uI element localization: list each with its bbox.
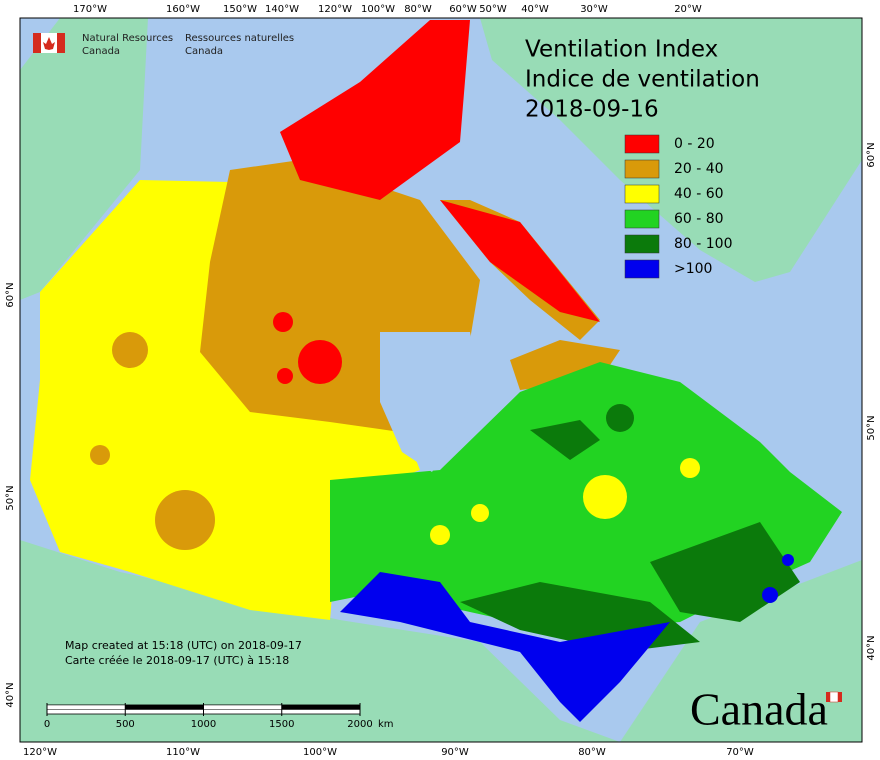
longitude-label: 90°W — [441, 747, 469, 758]
scale-bar-segment — [46, 704, 126, 710]
longitude-label: 160°W — [166, 4, 200, 15]
zone-over-100 — [340, 572, 670, 722]
longitude-label: 120°W — [23, 747, 57, 758]
scale-unit: km — [378, 719, 394, 730]
longitude-label: 140°W — [265, 4, 299, 15]
map-frame — [19, 17, 863, 743]
scale-label: 1500 — [269, 719, 294, 730]
date: 2018-09-16 — [525, 97, 659, 123]
wordmark: Canada — [690, 684, 842, 735]
zone-blob — [606, 404, 634, 432]
legend-label: >100 — [674, 261, 712, 277]
scale-label: 1000 — [191, 719, 216, 730]
latitude-label: 50°N — [5, 485, 16, 510]
title: Ventilation Index — [525, 37, 718, 63]
longitude-label: 150°W — [223, 4, 257, 15]
zone-0-20 — [440, 200, 600, 322]
longitude-label: 80°W — [578, 747, 606, 758]
longitude-label: 70°W — [726, 747, 754, 758]
zone-blob — [762, 587, 778, 603]
zone-blob — [298, 340, 342, 384]
legend-label: 20 - 40 — [674, 161, 724, 177]
legend-swatch — [624, 259, 660, 279]
legend-swatch — [624, 234, 660, 254]
legend-label: 60 - 80 — [674, 211, 724, 227]
longitude-label: 110°W — [166, 747, 200, 758]
zone-blob — [112, 332, 148, 368]
scale-label: 500 — [116, 719, 135, 730]
longitude-label: 60°W — [449, 4, 477, 15]
zone-blob — [90, 445, 110, 465]
title: Indice de ventilation — [525, 67, 760, 93]
zone-blob — [273, 312, 293, 332]
agency-fr: Canada — [185, 46, 223, 57]
zone-0-20 — [280, 20, 470, 200]
zone-80-100 — [530, 420, 600, 460]
agency-en: Natural Resources — [82, 33, 173, 44]
longitude-label: 50°W — [479, 4, 507, 15]
scale-bar-segment — [203, 704, 282, 710]
longitude-label: 40°W — [521, 4, 549, 15]
legend-label: 80 - 100 — [674, 236, 733, 252]
longitude-label: 80°W — [404, 4, 432, 15]
hudson-bay — [380, 332, 480, 472]
longitude-label: 120°W — [318, 4, 352, 15]
agency-en: Canada — [82, 46, 120, 57]
legend-swatch — [624, 184, 660, 204]
scale-label: 0 — [44, 719, 50, 730]
scale-label: 2000 — [347, 719, 372, 730]
credit: Map created at 15:18 (UTC) on 2018-09-17 — [65, 639, 302, 652]
zone-blob — [155, 490, 215, 550]
latitude-label: 50°N — [866, 415, 877, 440]
logo — [33, 33, 65, 53]
legend-swatch — [624, 134, 660, 154]
latitude-label: 40°N — [866, 635, 877, 660]
zone-blob — [583, 475, 627, 519]
credit: Carte créée le 2018-09-17 (UTC) à 15:18 — [65, 654, 289, 667]
zone-blob — [680, 458, 700, 478]
scale-bar-segment — [125, 704, 204, 710]
legend-swatch — [624, 209, 660, 229]
zone-blob — [471, 504, 489, 522]
longitude-label: 100°W — [303, 747, 337, 758]
neighbour-land — [20, 18, 862, 742]
longitude-label: 20°W — [674, 4, 702, 15]
longitude-label: 30°W — [580, 4, 608, 15]
zone-blob — [430, 525, 450, 545]
legend-swatch — [624, 159, 660, 179]
latitude-label: 40°N — [5, 682, 16, 707]
legend-label: 40 - 60 — [674, 186, 724, 202]
latitude-label: 60°N — [5, 282, 16, 307]
zone-blob — [277, 368, 293, 384]
latitude-label: 60°N — [866, 142, 877, 167]
wordmark-text: Canada — [690, 684, 828, 735]
longitude-label: 100°W — [361, 4, 395, 15]
agency-fr: Ressources naturelles — [185, 33, 294, 44]
zone-blob — [782, 554, 794, 566]
longitude-label: 170°W — [73, 4, 107, 15]
canada-land — [30, 20, 842, 722]
scale-bar-segment — [281, 704, 361, 710]
legend-label: 0 - 20 — [674, 136, 715, 152]
